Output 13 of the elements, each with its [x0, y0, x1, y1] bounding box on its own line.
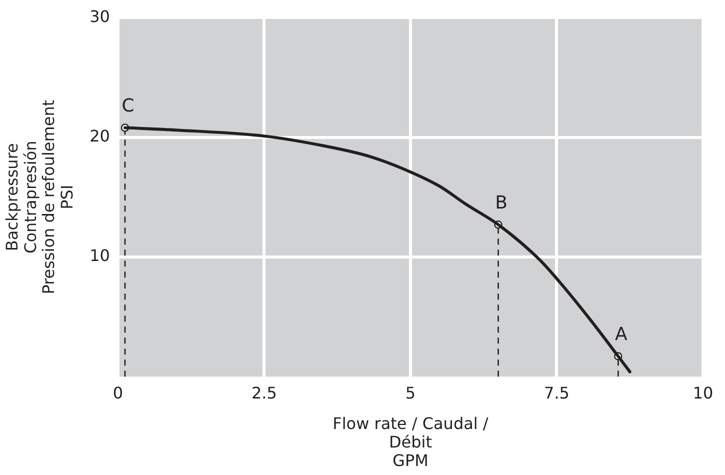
y-tick-label: 20 — [90, 126, 110, 146]
x-tick-label: 0 — [112, 383, 124, 402]
x-tick-label: 7.5 — [544, 383, 570, 402]
annotation: A — [615, 324, 628, 345]
x-tick-label: 2.5 — [251, 383, 277, 402]
y-tick-label: 10 — [90, 246, 110, 266]
x-tick-label: 10 — [692, 383, 714, 402]
x-axis-title: Flow rate / Caudal / Débit GPM — [332, 414, 489, 470]
y-tick-label: 30 — [90, 6, 110, 26]
y-axis-title: Backpressure Contrapresión Pression de refoulement PSI — [2, 100, 77, 294]
annotation: C — [122, 95, 134, 116]
annotation: B — [495, 192, 508, 214]
x-tick-label: 5 — [405, 383, 416, 402]
